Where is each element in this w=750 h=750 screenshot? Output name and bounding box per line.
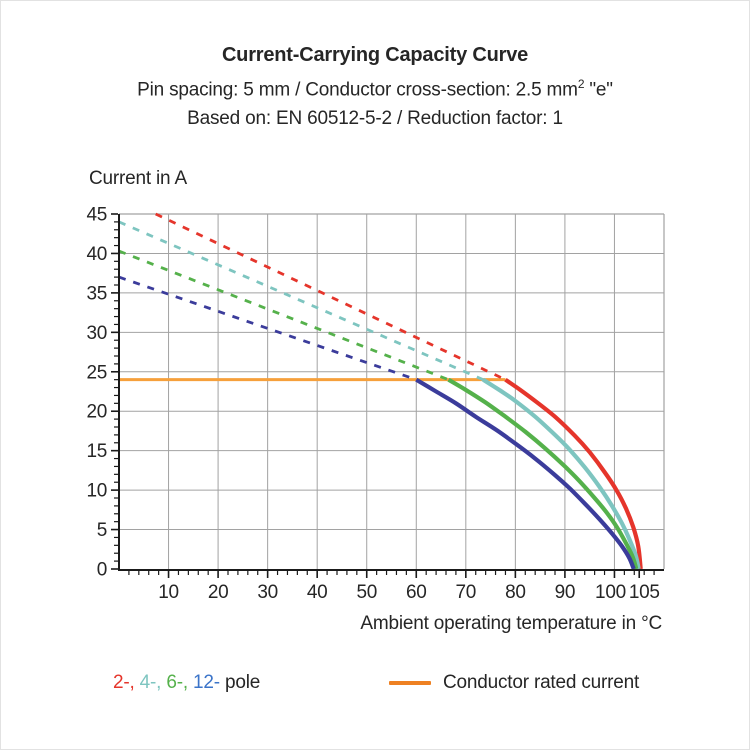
subtitle-prefix: Pin spacing: 5 mm / Conductor cross-sect…: [137, 79, 578, 101]
pole-legend-item: 6-,: [166, 672, 188, 693]
pole-legend-item: 2-,: [113, 672, 135, 693]
svg-text:15: 15: [86, 441, 107, 462]
chart-header: Current-Carrying Capacity Curve Pin spac…: [1, 41, 749, 133]
pole-legend: 2-, 4-, 6-, 12- pole: [113, 672, 260, 694]
svg-text:10: 10: [86, 481, 107, 502]
y-axis-title: Current in A: [89, 168, 187, 189]
svg-text:45: 45: [86, 205, 107, 226]
svg-text:50: 50: [356, 582, 377, 603]
svg-text:35: 35: [86, 283, 107, 304]
svg-text:0: 0: [97, 560, 107, 581]
svg-text:100: 100: [595, 582, 626, 603]
svg-text:40: 40: [307, 582, 328, 603]
rated-current-label: Conductor rated current: [443, 672, 640, 693]
chart-subtitle-line2: Based on: EN 60512-5-2 / Reduction facto…: [187, 108, 563, 130]
svg-text:70: 70: [456, 582, 477, 603]
x-axis-title: Ambient operating temperature in °C: [360, 613, 662, 634]
svg-text:10: 10: [158, 582, 179, 603]
svg-text:105: 105: [629, 582, 660, 603]
svg-text:90: 90: [555, 582, 576, 603]
rated-current-legend: Conductor rated current: [389, 672, 639, 694]
pole-legend-suffix: pole: [224, 672, 261, 693]
svg-text:40: 40: [86, 244, 107, 265]
subtitle-suffix: "e": [584, 79, 613, 101]
rated-current-swatch-line: [389, 681, 431, 685]
svg-text:60: 60: [406, 582, 427, 603]
svg-text:20: 20: [86, 402, 107, 423]
svg-text:25: 25: [86, 362, 107, 383]
svg-text:30: 30: [257, 582, 278, 603]
svg-text:20: 20: [208, 582, 229, 603]
chart-subtitle-line1: Pin spacing: 5 mm / Conductor cross-sect…: [1, 70, 749, 104]
pole-legend-item: 4-,: [139, 672, 162, 693]
svg-text:30: 30: [86, 323, 107, 344]
chart-title: Current-Carrying Capacity Curve: [221, 44, 529, 66]
pole-legend-item: 12-: [193, 672, 220, 693]
svg-text:80: 80: [505, 582, 526, 603]
svg-text:5: 5: [97, 520, 107, 541]
subtitle-superscript: 2: [577, 77, 585, 91]
